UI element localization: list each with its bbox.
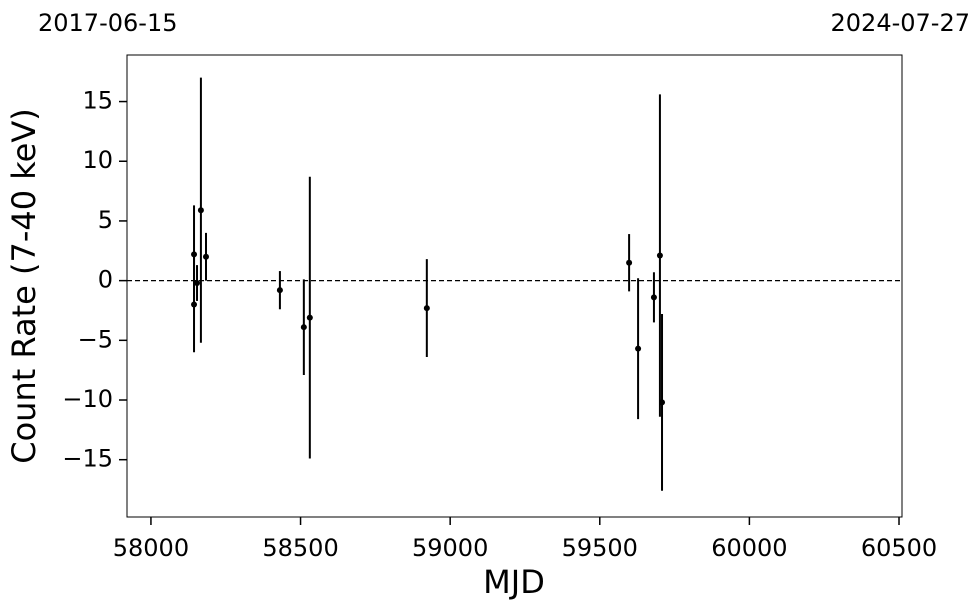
y-tick-label: 0 [98,266,113,294]
x-axis-label: MJD [483,563,545,601]
data-point [635,345,642,352]
data-point [300,324,307,331]
data-point [626,259,633,266]
x-tick-label: 60000 [711,534,787,562]
y-tick-label: 10 [82,146,113,174]
y-tick-label: 5 [98,206,113,234]
data-point [659,399,666,406]
data-point [650,294,657,301]
data-point [194,280,201,287]
x-tick-label: 58000 [113,534,189,562]
start-date: 2017-06-15 [38,9,177,37]
x-tick-label: 59000 [412,534,488,562]
data-point [191,301,198,308]
data-point [306,314,313,321]
end-date: 2024-07-27 [831,9,970,37]
data-point [423,305,430,312]
plot-frame [126,54,903,518]
y-tick-label: 15 [82,87,113,115]
data-point [276,287,283,294]
x-tick-label: 59500 [562,534,638,562]
x-tick-label: 60500 [861,534,937,562]
y-tick-label: −15 [62,445,113,473]
y-tick-label: −10 [62,385,113,413]
y-tick-label: −5 [78,325,113,353]
data-point [202,253,209,260]
data-point [656,252,663,259]
x-tick-label: 58500 [262,534,338,562]
data-point [191,251,198,258]
y-axis-label: Count Rate (7-40 keV) [5,108,43,463]
data-point [197,207,204,214]
